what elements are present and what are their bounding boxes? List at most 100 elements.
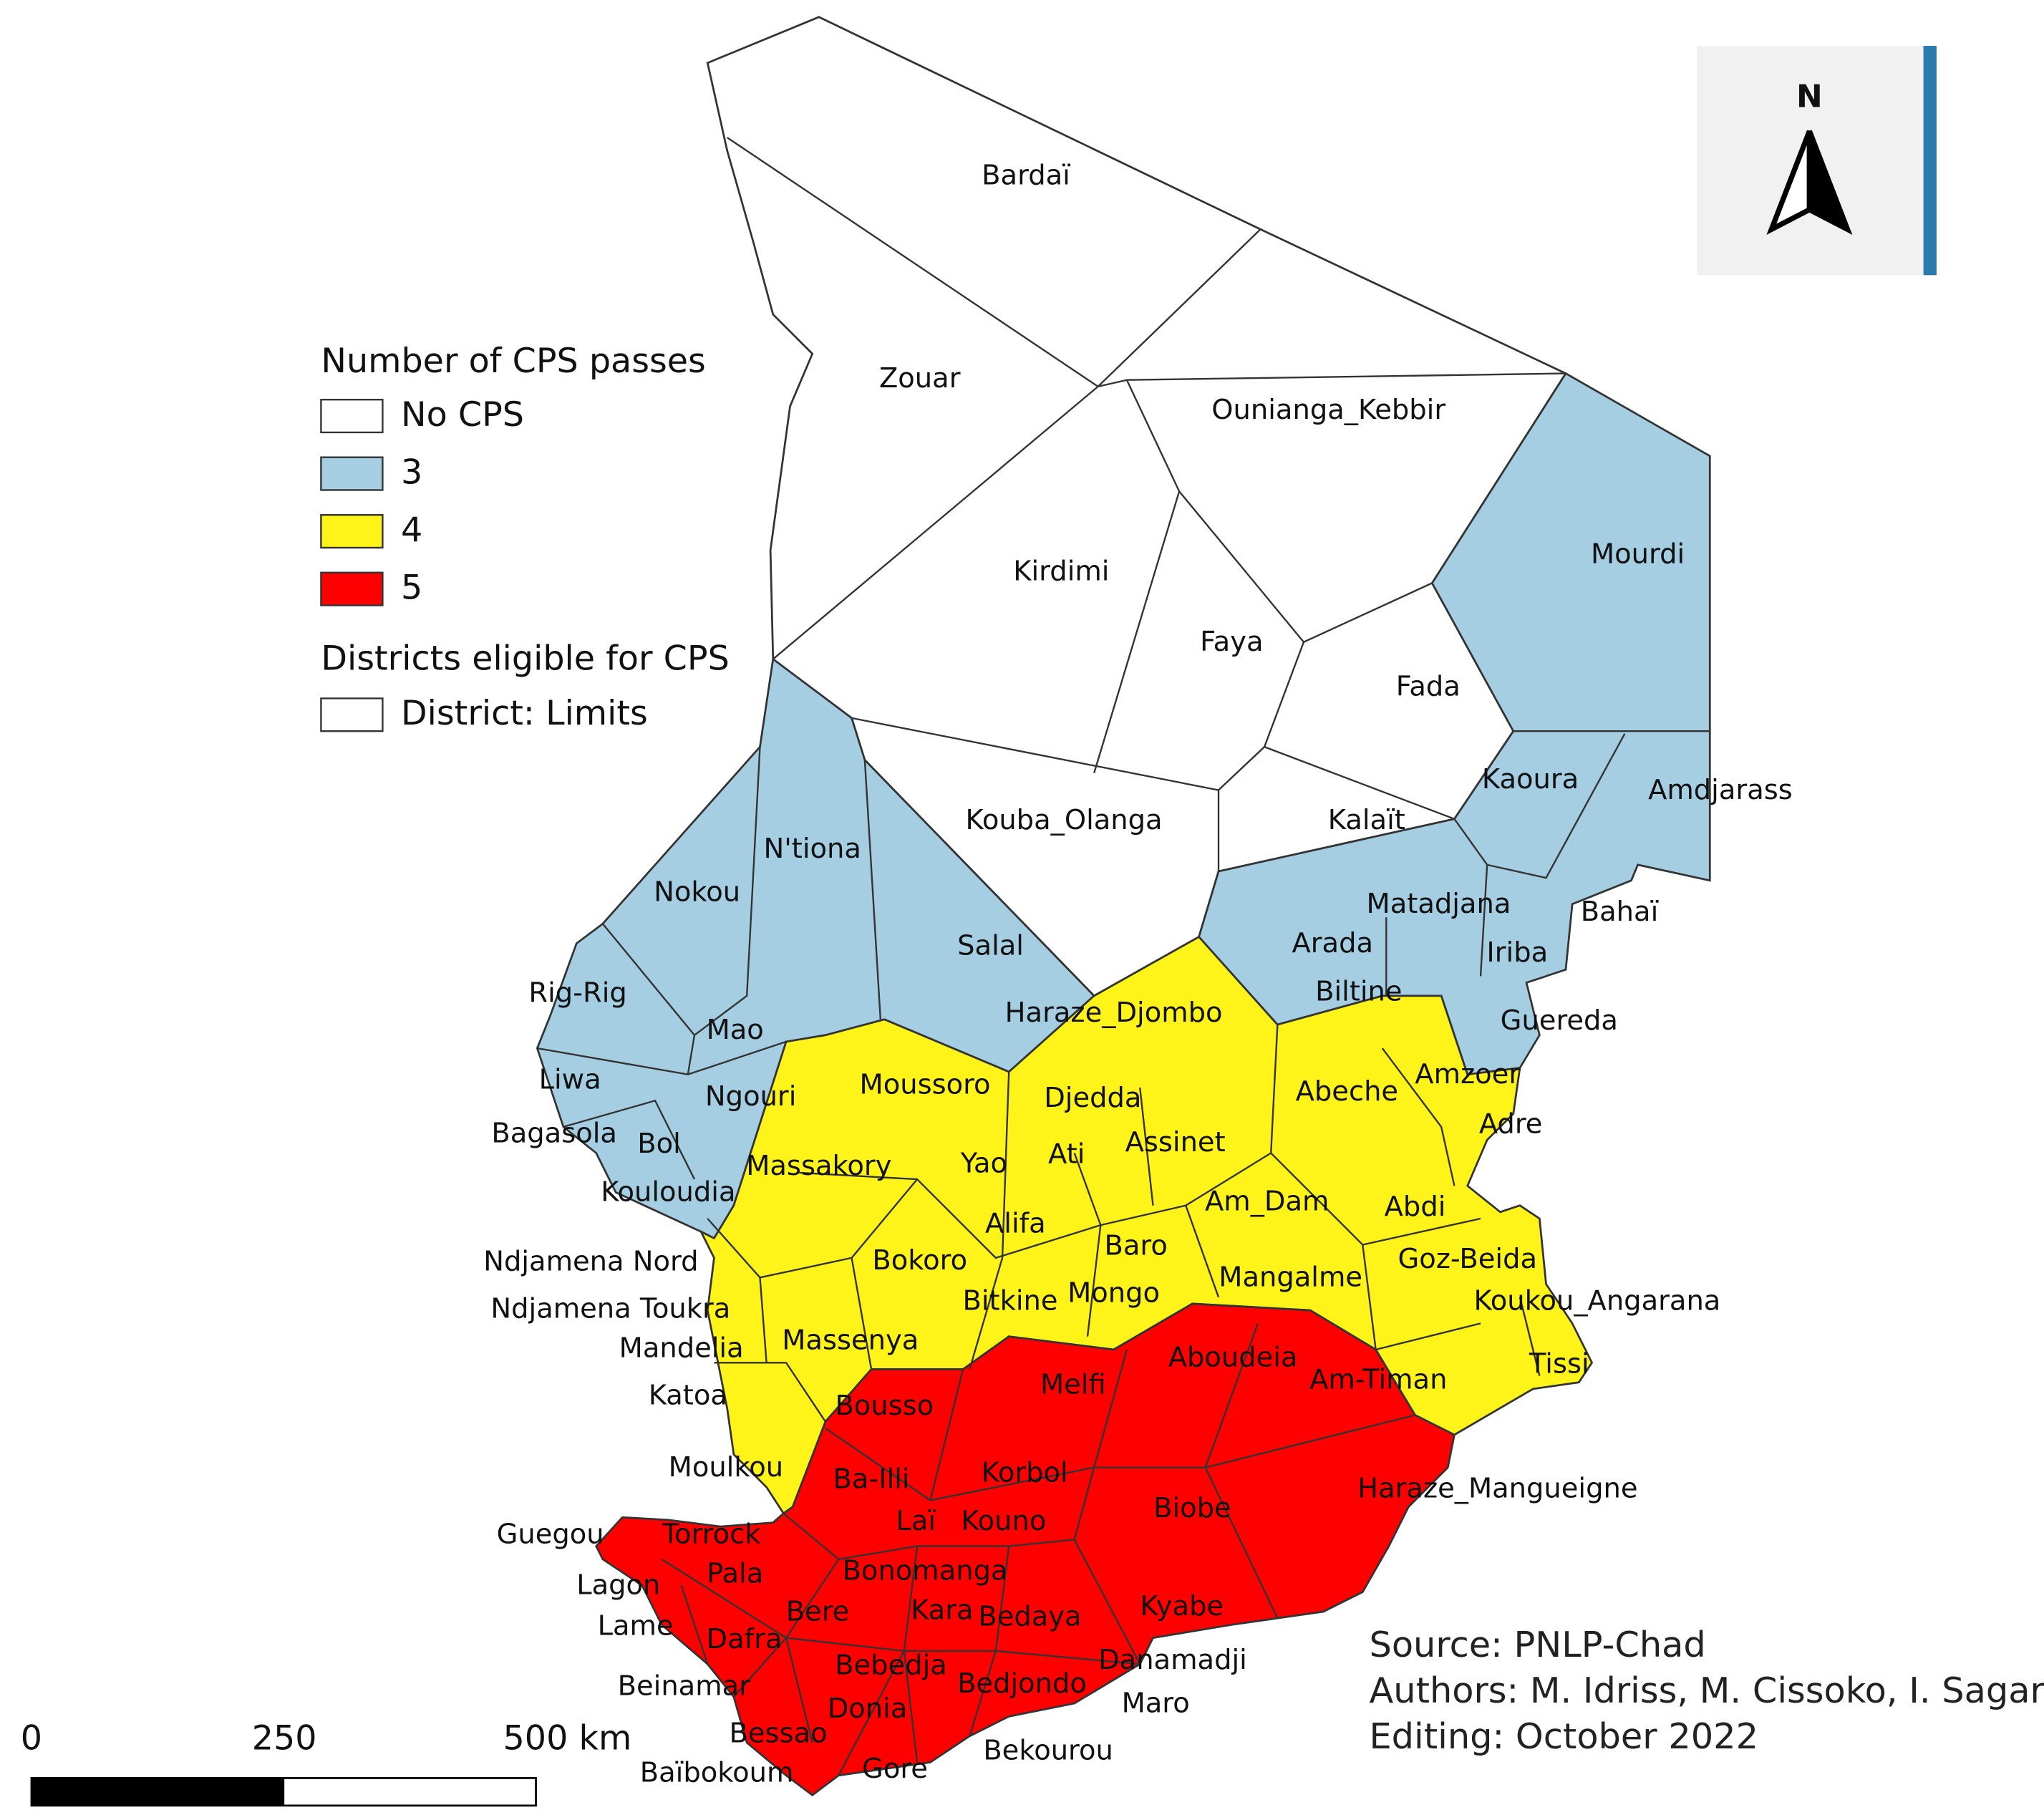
district-boundary: [929, 1349, 1128, 1501]
district-boundary: [1073, 1153, 1102, 1337]
district-label: Bekourou: [983, 1734, 1113, 1766]
district-label: Bedjondo: [957, 1667, 1087, 1700]
district-label: Bessao: [730, 1718, 828, 1750]
district-label: Adre: [1479, 1108, 1543, 1141]
legend-swatch: [320, 571, 384, 606]
district-label: Ndjamena Toukra: [490, 1293, 730, 1325]
scale-label: 0: [21, 1718, 42, 1758]
district-boundary: [969, 1071, 1010, 1370]
legend-swatch: [320, 514, 384, 549]
legend-swatch: [320, 398, 384, 434]
district-label: Biobe: [1153, 1492, 1231, 1524]
district-label: Nokou: [654, 876, 740, 909]
district-label: Korbol: [982, 1456, 1068, 1489]
district-label: Bahaï: [1581, 896, 1659, 928]
district-label: Lame: [598, 1610, 674, 1642]
district-label: Bardaï: [982, 160, 1070, 192]
district-label: Assinet: [1125, 1126, 1226, 1158]
district-label: Massenya: [782, 1325, 919, 1357]
district-label: Beinamar: [618, 1670, 751, 1703]
credits: Source: PNLP-Chad Authors: M. Idriss, M.…: [1369, 1624, 2044, 1757]
district-label: Bitkine: [963, 1285, 1058, 1317]
district-label: Haraze_Djombo: [1005, 997, 1223, 1029]
north-arrow-strip: [1923, 46, 1937, 276]
district-label: Koukou_Angarana: [1473, 1285, 1720, 1317]
district-label: Guegou: [497, 1518, 604, 1550]
legend-label: 5: [401, 568, 422, 608]
district-boundary: [825, 1427, 931, 1501]
district-label: Alifa: [985, 1208, 1046, 1240]
north-arrow: N: [1696, 46, 1937, 276]
district-boundary: [601, 923, 696, 1075]
district-labels: Bardaï Zouar Ounianga_Kebbir Mourdi Kirdimi F…: [483, 160, 1793, 1789]
district-label: Biltine: [1315, 976, 1402, 1008]
district-label: Bagasola: [491, 1117, 617, 1149]
district-label: Mandelia: [619, 1332, 744, 1364]
district-boundary: [537, 1040, 787, 1075]
district-label: Donia: [828, 1693, 908, 1725]
district-boundary: [1362, 1217, 1481, 1246]
legend-label: 3: [401, 452, 422, 492]
district-label: Ounianga_Kebbir: [1211, 394, 1445, 426]
north-arrow-right: [1806, 130, 1853, 235]
district-label: Djedda: [1044, 1082, 1141, 1114]
district-label: Matadjana: [1367, 888, 1511, 920]
district-label: Amdjarass: [1648, 774, 1793, 806]
legend-layer-title: Districts eligible for CPS: [321, 639, 729, 678]
district-boundaries: [537, 137, 1710, 1776]
district-label: Kouba_Olanga: [966, 804, 1163, 836]
district-label: Kyabe: [1140, 1590, 1224, 1622]
district-label: Bebedja: [835, 1649, 947, 1681]
scale-label: 500 km: [503, 1718, 632, 1758]
district-label: Mourdi: [1591, 538, 1685, 570]
legend-label: No CPS: [401, 395, 524, 435]
district-boundary: [1093, 379, 1181, 774]
district-label: Salal: [957, 930, 1024, 962]
district-boundary: [680, 1585, 709, 1665]
district-label: Liwa: [539, 1063, 601, 1095]
district-label: Amzoer: [1415, 1058, 1520, 1090]
district-label: Kalaït: [1328, 804, 1405, 836]
district-boundary: [1381, 1047, 1455, 1186]
credit-line: Editing: October 2022: [1369, 1715, 1758, 1757]
district-label: Ngouri: [705, 1080, 796, 1113]
district-label: Abeche: [1296, 1075, 1398, 1108]
district-boundary: [1264, 746, 1455, 820]
credit-line: Source: PNLP-Chad: [1369, 1624, 1705, 1665]
credit-line: Authors: M. Idriss, M. Cissoko, I. Sagar…: [1369, 1670, 2044, 1711]
district-label: Faya: [1200, 626, 1263, 658]
district-boundary: [1479, 864, 1488, 977]
district-boundary: [772, 385, 1099, 660]
district-label: Aboudeia: [1168, 1341, 1298, 1373]
district-label: Bedaya: [978, 1601, 1081, 1633]
district-boundary: [1126, 372, 1566, 381]
district-label: Haraze_Mangueigne: [1357, 1472, 1637, 1504]
district-label: Danamadji: [1098, 1644, 1247, 1676]
district-label: Rig-Rig: [528, 977, 626, 1010]
district-label: Moulkou: [669, 1451, 783, 1483]
district-boundary: [759, 1277, 767, 1363]
district-label: Gore: [862, 1753, 928, 1785]
scale-bar: 0 250 500 km: [21, 1718, 632, 1807]
district-label: Baïbokoum: [640, 1756, 794, 1788]
district-boundary: [1185, 1205, 1220, 1298]
district-label: Dafra: [707, 1623, 783, 1655]
district-label: Iriba: [1486, 936, 1548, 969]
district-label: N'tiona: [763, 833, 861, 865]
legend: Number of CPS passes Districts eligible …: [320, 342, 730, 733]
district-boundary: [863, 760, 882, 1020]
district-label: Mongo: [1067, 1277, 1160, 1310]
legend-swatch: [320, 697, 384, 732]
district-label: Arada: [1292, 927, 1373, 959]
district-label: Tissi: [1529, 1347, 1589, 1380]
district-label: Melfi: [1040, 1369, 1106, 1401]
district-label: Torrock: [662, 1518, 761, 1550]
district-boundary: [1375, 1322, 1481, 1351]
district-label: Katoa: [649, 1379, 727, 1411]
district-label: Am_Dam: [1205, 1186, 1329, 1218]
scale-bar-segment: [31, 1778, 285, 1806]
district-boundary: [851, 717, 1220, 872]
district-boundary: [785, 1637, 813, 1743]
district-label: Maro: [1122, 1687, 1190, 1719]
